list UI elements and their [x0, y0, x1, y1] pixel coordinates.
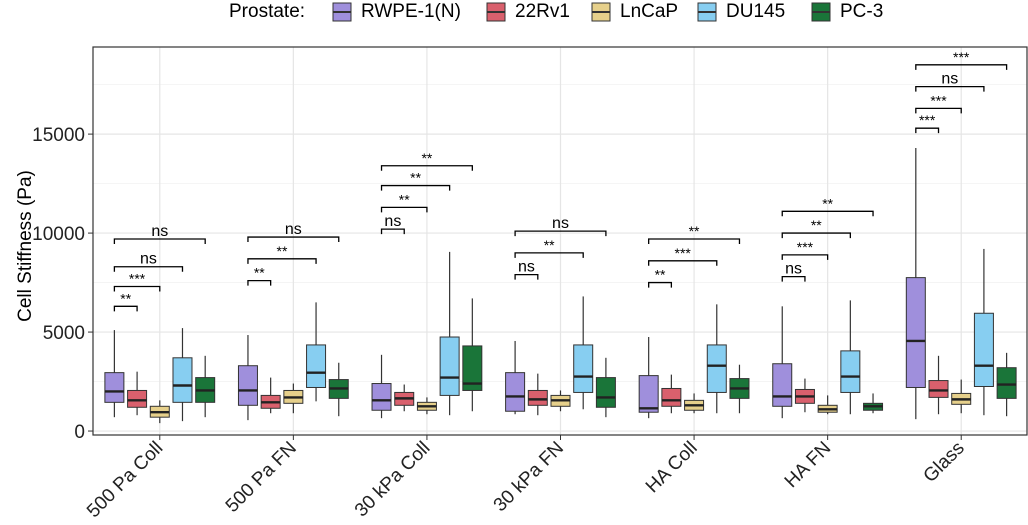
significance-label: ** [822, 195, 833, 211]
legend-title: Prostate: [229, 1, 306, 22]
significance-bracket [514, 230, 607, 237]
box-5-3 [840, 350, 861, 393]
significance-label: ** [254, 265, 265, 281]
significance-label: ns [151, 223, 168, 240]
significance-bracket [380, 184, 451, 191]
significance-label: ns [518, 259, 535, 276]
significance-bracket [380, 228, 405, 235]
significance-bracket [781, 275, 806, 282]
box-0-1 [127, 389, 148, 408]
box-0-3 [172, 357, 193, 403]
legend-key-pc3 [811, 2, 831, 22]
significance-label: ** [399, 191, 410, 207]
legend-label-rwpe: RWPE-1(N) [361, 1, 461, 22]
significance-label: ** [811, 217, 822, 233]
significance-label: *** [797, 239, 814, 255]
significance-bracket [113, 266, 184, 272]
y-tick-label: 0 [74, 422, 85, 443]
significance-label: ns [785, 261, 802, 278]
y-tick-label: 15000 [32, 125, 85, 146]
x-tick-label: 30 kPa FN [490, 438, 568, 516]
box-6-0 [905, 277, 926, 388]
significance-label: ns [285, 221, 302, 238]
significance-label: *** [953, 49, 970, 65]
legend-key-du145 [697, 2, 717, 22]
significance-bracket [915, 64, 1008, 70]
x-tick-label: HA FN [781, 438, 835, 492]
box-2-3 [439, 336, 460, 396]
significance-bracket [648, 260, 718, 266]
significance-bracket [648, 281, 673, 288]
legend: Prostate: RWPE-1(N) 22Rv1 LnCaP DU145 PC… [0, 0, 1028, 30]
box-3-1 [527, 389, 548, 406]
significance-label: ** [120, 290, 131, 306]
significance-label: ns [552, 215, 569, 232]
significance-bracket [113, 285, 161, 292]
box-4-3 [706, 344, 727, 393]
significance-label: ns [941, 71, 958, 88]
box-5-0 [772, 363, 793, 407]
significance-bracket [514, 252, 584, 258]
significance-bracket [514, 274, 539, 280]
significance-bracket [113, 238, 206, 245]
significance-label: ns [384, 213, 401, 230]
box-2-0 [371, 383, 392, 411]
box-3-4 [595, 377, 616, 408]
legend-key-rwpe [332, 2, 352, 22]
x-tick-label: HA Coll [642, 438, 702, 498]
significance-label: *** [930, 92, 947, 108]
legend-label-du145: DU145 [726, 1, 786, 22]
significance-bracket [915, 85, 985, 92]
significance-bracket [781, 210, 874, 217]
significance-bracket [113, 305, 138, 312]
significance-bracket [380, 206, 428, 213]
box-3-3 [573, 344, 594, 393]
x-tick-label: Glass [920, 438, 969, 487]
box-6-3 [973, 312, 994, 387]
box-3-0 [505, 372, 526, 412]
significance-bracket [781, 232, 851, 239]
y-tick-label: 10000 [32, 224, 85, 245]
y-tick-label: 5000 [43, 323, 85, 344]
significance-bracket [247, 279, 272, 286]
significance-label: ** [410, 170, 421, 186]
significance-label: *** [129, 271, 146, 287]
significance-label: *** [919, 112, 936, 128]
box-0-0 [104, 372, 125, 403]
box-4-1 [661, 387, 682, 407]
x-tick-label: 30 kPa Coll [351, 438, 435, 522]
legend-label-22rv1: 22Rv1 [515, 1, 570, 22]
significance-label: ns [140, 251, 157, 268]
legend-label-pc3: PC-3 [840, 1, 884, 22]
significance-bracket [915, 107, 962, 114]
box-6-4 [996, 367, 1017, 399]
legend-key-lncap [591, 2, 611, 22]
x-tick-label: 500 Pa Coll [83, 438, 167, 522]
significance-bracket [247, 258, 317, 264]
significance-label: ** [544, 237, 555, 253]
box-4-0 [638, 375, 659, 413]
significance-label: ** [689, 223, 700, 239]
box-2-4 [462, 345, 483, 391]
significance-label: ** [421, 150, 432, 166]
box-1-0 [237, 365, 258, 406]
significance-label: *** [675, 245, 692, 261]
legend-key-22rv1 [486, 2, 506, 22]
x-tick-label: 500 Pa FN [222, 438, 301, 517]
significance-label: ** [277, 243, 288, 259]
significance-bracket [781, 254, 829, 260]
box-6-1 [928, 380, 949, 398]
legend-label-lncap: LnCaP [620, 1, 679, 22]
significance-bracket [247, 236, 340, 243]
significance-bracket [648, 238, 741, 245]
significance-bracket [380, 165, 473, 171]
significance-label: ** [655, 267, 666, 283]
box-1-3 [306, 344, 327, 388]
significance-bracket [915, 127, 940, 134]
